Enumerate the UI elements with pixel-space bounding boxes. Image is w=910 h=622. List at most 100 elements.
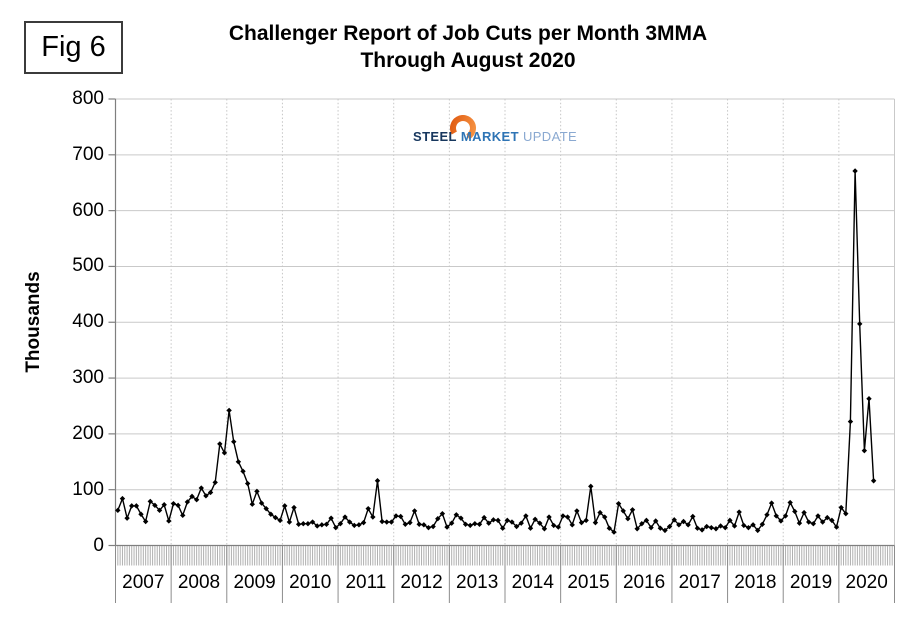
data-point-marker: [458, 515, 464, 521]
steel-market-update-logo: STEEL MARKET UPDATE: [413, 115, 577, 148]
data-point-marker: [778, 518, 784, 524]
data-point-marker: [333, 524, 339, 531]
data-point-marker: [300, 521, 306, 527]
data-point-marker: [119, 495, 126, 502]
data-point-marker: [397, 513, 404, 520]
x-year-label: 2016: [622, 572, 666, 593]
data-point-marker: [226, 407, 232, 414]
data-point-marker: [453, 512, 460, 518]
data-point-marker: [416, 521, 422, 527]
data-point-marker: [810, 521, 817, 527]
data-point-marker: [467, 522, 473, 529]
data-point-marker: [430, 523, 436, 530]
data-point-marker: [601, 514, 608, 520]
data-point-marker: [448, 520, 455, 526]
data-point-marker: [583, 517, 589, 524]
data-point-marker: [258, 500, 265, 506]
data-point-marker: [815, 513, 821, 519]
y-tick-label: 800: [72, 88, 104, 109]
chart-title: Challenger Report of Job Cuts per Month …: [115, 20, 821, 74]
data-point-marker: [115, 507, 121, 514]
data-point-marker: [346, 519, 353, 525]
data-point-marker: [295, 521, 302, 527]
data-point-marker: [277, 517, 283, 524]
data-point-marker: [388, 519, 395, 525]
data-point-marker: [476, 521, 483, 527]
data-point-marker: [727, 517, 733, 524]
x-year-label: 2012: [400, 572, 443, 593]
data-point-marker: [337, 521, 344, 527]
data-point-marker: [509, 519, 515, 525]
x-year-label: 2020: [845, 572, 888, 593]
x-year-label: 2019: [789, 572, 833, 593]
data-point-marker: [323, 521, 330, 527]
data-point-marker: [231, 438, 237, 445]
data-point-marker: [666, 523, 673, 530]
data-point-marker: [319, 522, 325, 528]
data-point-marker: [351, 522, 358, 529]
data-point-marker: [384, 519, 390, 525]
data-point-marker: [717, 523, 724, 529]
data-point-marker: [704, 523, 710, 530]
data-point-marker: [708, 524, 715, 531]
data-point-marker: [532, 516, 538, 522]
data-point-marker: [634, 526, 640, 532]
data-point-marker: [147, 498, 153, 505]
data-point-marker: [652, 518, 659, 524]
data-point-marker: [773, 513, 779, 519]
data-point-marker: [731, 523, 738, 529]
data-point-marker: [439, 510, 446, 517]
data-point-marker: [676, 522, 682, 528]
data-point-marker: [166, 518, 172, 524]
x-year-label: 2013: [456, 572, 499, 593]
data-point-marker: [648, 524, 654, 531]
data-point-marker: [444, 524, 450, 530]
data-point-marker: [750, 522, 756, 528]
y-tick-label: 400: [72, 311, 104, 333]
x-year-label: 2014: [511, 572, 554, 593]
x-year-label: 2007: [122, 572, 165, 593]
data-point-marker: [560, 513, 566, 519]
x-year-label: 2009: [233, 572, 276, 593]
data-point-marker: [866, 396, 872, 402]
data-point-marker: [759, 521, 766, 527]
data-point-marker: [282, 503, 288, 509]
data-point-marker: [421, 522, 427, 528]
data-point-marker: [755, 527, 761, 534]
data-point-marker: [212, 479, 218, 486]
x-year-label: 2011: [345, 572, 387, 593]
data-point-marker: [564, 514, 571, 520]
data-series-line: [117, 170, 875, 533]
data-point-marker: [537, 520, 543, 526]
data-point-marker: [792, 508, 798, 515]
data-point-marker: [370, 514, 376, 520]
data-point-marker: [745, 524, 752, 531]
data-point-marker: [657, 525, 664, 531]
data-point-marker: [680, 518, 687, 525]
data-point-marker: [690, 513, 696, 520]
data-point-marker: [207, 489, 214, 496]
data-point-marker: [768, 500, 775, 506]
data-point-marker: [328, 515, 334, 521]
data-point-marker: [198, 485, 204, 491]
data-point-marker: [411, 508, 418, 514]
data-point-marker: [407, 519, 413, 526]
data-point-marker: [291, 504, 297, 511]
data-point-marker: [870, 478, 877, 484]
data-point-marker: [221, 450, 228, 456]
data-point-marker: [861, 447, 868, 454]
data-point-marker: [263, 505, 269, 512]
data-point-marker: [504, 517, 511, 524]
data-point-marker: [393, 513, 399, 519]
y-tick-label: 600: [72, 199, 104, 221]
logo-word-market: MARKET: [460, 129, 519, 144]
logo-word-steel: STEEL: [413, 129, 457, 144]
data-point-marker: [824, 514, 830, 521]
data-point-marker: [806, 519, 812, 525]
data-point-marker: [671, 517, 677, 523]
data-point-marker: [857, 321, 863, 327]
chart-title-line1: Challenger Report of Job Cuts per Month …: [228, 22, 708, 45]
data-point-marker: [523, 513, 529, 519]
chart-title-line2: Through August 2020: [360, 49, 576, 72]
